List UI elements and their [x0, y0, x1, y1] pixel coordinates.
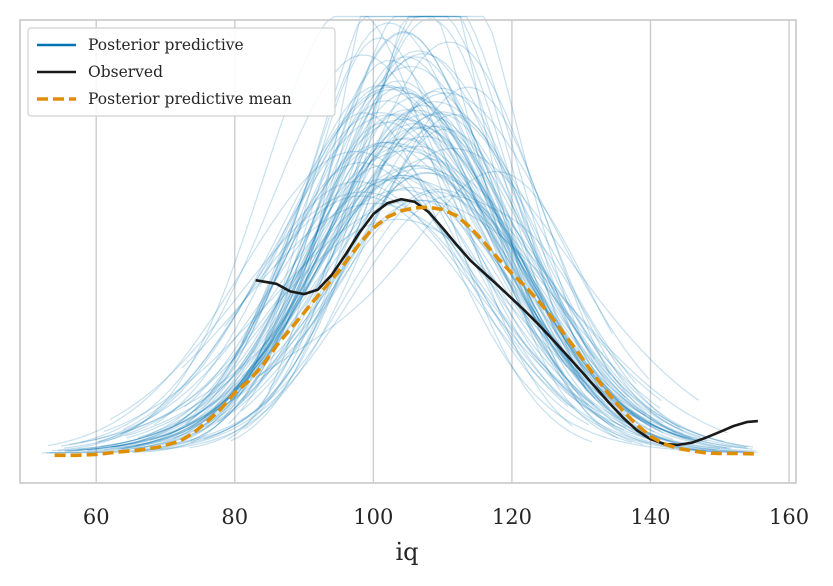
posterior-predictive-sample	[80, 17, 589, 443]
x-tick-label: 160	[769, 505, 809, 529]
posterior-predictive-sample	[134, 15, 609, 450]
posterior-predictive-sample	[203, 87, 703, 442]
x-tick-label: 60	[83, 505, 110, 529]
posterior-predictive-sample	[268, 111, 677, 434]
posterior-predictive-sample	[137, 114, 629, 439]
posterior-predictive-sample	[69, 54, 627, 446]
posterior-predictive-sample	[190, 125, 641, 444]
posterior-predictive-sample	[135, 50, 701, 450]
posterior-predictive-sample	[190, 86, 699, 451]
posterior-predictive-sample	[227, 15, 644, 446]
posterior-predictive-sample	[241, 186, 708, 442]
series-posterior-predictive-mean	[54, 205, 758, 458]
posterior-predictive-sample	[49, 126, 674, 454]
posterior-predictive-sample	[77, 177, 719, 453]
series-lines	[54, 197, 758, 458]
legend-label: Posterior predictive mean	[88, 90, 292, 108]
posterior-predictive-sample	[230, 127, 639, 442]
posterior-predictive-sample	[131, 37, 573, 453]
posterior-predictive-sample	[260, 86, 611, 377]
posterior-predictive-sample	[240, 147, 699, 412]
posterior-predictive-sample	[64, 145, 581, 452]
posterior-predictive-sample	[227, 15, 587, 425]
posterior-predictive-sample	[48, 150, 747, 453]
posterior-predictive-sample	[101, 112, 734, 453]
posterior-predictive-sample	[126, 80, 626, 439]
posterior-predictive-sample	[253, 104, 687, 445]
posterior-predictive-sample	[104, 53, 754, 451]
posterior-predictive-sample	[252, 177, 661, 409]
x-tick-label: 100	[353, 505, 393, 529]
posterior-predictive-sample	[186, 164, 595, 424]
posterior-predictive-sample	[139, 141, 681, 452]
posterior-predictive-sample	[230, 99, 564, 364]
posterior-predictive-sample	[189, 15, 598, 449]
posterior-predictive-sample	[173, 165, 706, 452]
posterior-predictive-sample	[273, 118, 732, 449]
posterior-predictive-sample	[97, 180, 589, 443]
posterior-predictive-sample	[134, 195, 684, 452]
x-axis-ticks: 60 80 100 120 140 160	[83, 505, 809, 529]
posterior-predictive-sample	[120, 174, 753, 450]
x-tick-label: 140	[630, 505, 670, 529]
posterior-predictive-sample	[117, 84, 568, 450]
posterior-predictive-sample	[103, 199, 728, 434]
posterior-predictive-sample	[87, 31, 687, 452]
posterior-predictive-sample	[145, 174, 720, 450]
x-tick-label: 80	[221, 505, 248, 529]
posterior-predictive-sample	[121, 188, 647, 451]
posterior-predictive-sample	[259, 112, 668, 445]
posterior-predictive-sample	[224, 195, 575, 409]
posterior-predictive-sample	[46, 92, 596, 454]
posterior-predictive-sample	[120, 171, 670, 450]
posterior-predictive-sample	[109, 191, 601, 421]
posterior-predictive-sample	[125, 125, 691, 439]
posterior-predictive-sample	[97, 86, 730, 450]
posterior-predictive-sample	[205, 41, 746, 448]
posterior-predictive-sample	[63, 189, 580, 449]
x-tick-label: 120	[492, 505, 532, 529]
posterior-predictive-sample	[185, 113, 636, 426]
posterior-predictive-sample	[242, 56, 684, 435]
posterior-predictive-sample	[239, 178, 590, 426]
posterior-predictive-sample	[135, 123, 652, 447]
posterior-predictive-sample	[171, 191, 647, 445]
plot-frame	[19, 19, 797, 484]
posterior-predictive-sample	[241, 161, 625, 431]
posterior-predictive-sample	[168, 145, 569, 436]
posterior-predictive-sample	[153, 88, 596, 426]
posterior-predictive-sample	[275, 218, 700, 443]
x-axis-label: iq	[395, 538, 418, 566]
posterior-predictive-sample	[67, 138, 609, 452]
posterior-predictive-sample	[60, 150, 619, 447]
posterior-predictive-sample	[190, 145, 615, 442]
posterior-predictive-sample	[58, 112, 641, 452]
posterior-predictive-sample	[243, 90, 619, 440]
posterior-predictive-sample	[110, 157, 611, 448]
posterior-predictive-sample	[203, 167, 662, 417]
posterior-predictive-sample	[41, 128, 724, 454]
posterior-predictive-sample	[263, 109, 606, 403]
posterior-predictive-sample	[211, 101, 637, 413]
legend-box	[27, 27, 336, 117]
posterior-predictive-sample	[86, 84, 727, 451]
series-observed	[255, 197, 758, 447]
legend-label: Posterior predictive	[88, 36, 244, 54]
posterior-predictive-sample	[110, 164, 693, 448]
posterior-predictive-sample	[64, 137, 564, 452]
posterior-predictive-sample	[74, 15, 633, 451]
posterior-predictive-sample	[174, 141, 749, 448]
legend-label: Observed	[88, 63, 163, 81]
posterior-predictive-sample	[232, 199, 757, 452]
legend: Posterior predictive Observed Posterior pr…	[27, 27, 336, 117]
